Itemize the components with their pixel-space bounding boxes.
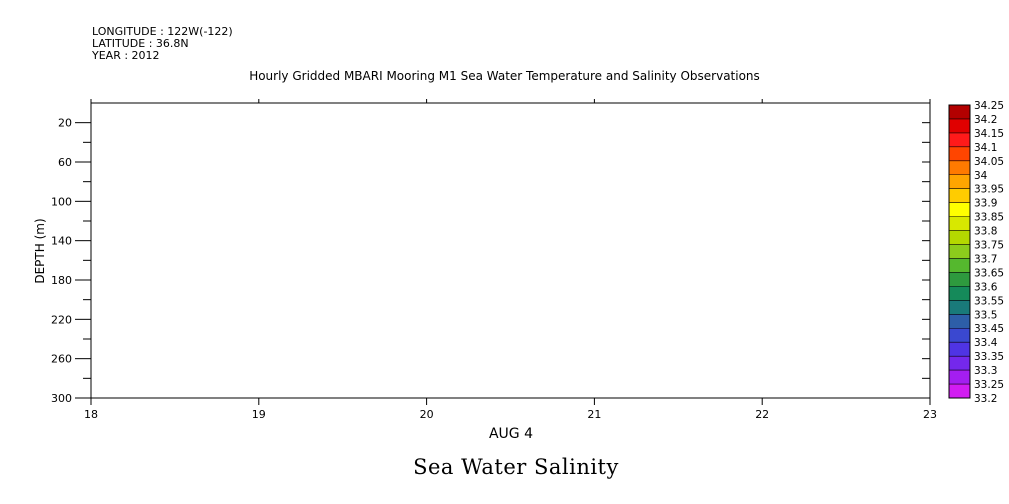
colorbar-band-19 — [949, 370, 970, 385]
colorbar-label-16: 33.45 — [974, 323, 1004, 335]
colorbar-label-8: 33.85 — [974, 212, 1004, 224]
colorbar-label-12: 33.65 — [974, 267, 1004, 279]
colorbar-band-17 — [949, 342, 970, 357]
year-label: YEAR : 2012 — [92, 49, 160, 62]
x-tick-label-4: 22 — [755, 408, 769, 421]
colorbar-label-6: 33.95 — [974, 184, 1004, 196]
y-tick-label-6: 260 — [51, 353, 72, 366]
colorbar-label-21: 33.2 — [974, 393, 997, 405]
y-axis-label: DEPTH (m) — [33, 218, 47, 283]
colorbar-label-17: 33.4 — [974, 337, 998, 349]
colorbar-label-2: 34.15 — [974, 128, 1004, 140]
colorbar-band-5 — [949, 174, 970, 190]
y-tick-label-2: 100 — [51, 195, 72, 208]
colorbar-band-11 — [949, 258, 970, 273]
colorbar-band-13 — [949, 286, 970, 301]
y-tick-label-3: 140 — [51, 235, 72, 248]
colorbar-label-15: 33.5 — [974, 309, 997, 321]
colorbar-label-20: 33.25 — [974, 379, 1004, 391]
colorbar-label-5: 34 — [974, 170, 988, 182]
colorbar-label-9: 33.8 — [974, 226, 997, 238]
colorbar-band-6 — [949, 188, 970, 204]
y-tick-label-1: 60 — [58, 156, 72, 169]
colorbar-band-3 — [949, 146, 970, 162]
chart-subtitle: Sea Water Salinity — [413, 455, 619, 479]
colorbar-band-14 — [949, 300, 970, 315]
colorbar-label-14: 33.55 — [974, 295, 1004, 307]
y-tick-label-5: 220 — [51, 313, 72, 326]
colorbar-band-12 — [949, 272, 970, 287]
colorbar-label-10: 33.75 — [974, 240, 1004, 252]
colorbar-label-18: 33.35 — [974, 351, 1004, 363]
colorbar-label-13: 33.6 — [974, 281, 998, 293]
y-tick-label-0: 20 — [58, 117, 72, 130]
colorbar-band-8 — [949, 216, 970, 231]
colorbar-band-4 — [949, 160, 970, 176]
colorbar-label-7: 33.9 — [974, 198, 997, 210]
colorbar: 34.25 34.2 34.15 34.1 34.05 34 33.95 33.9 33.85 3… — [948, 100, 1004, 405]
x-tick-label-1: 19 — [252, 408, 266, 421]
x-tick-label-3: 21 — [587, 408, 601, 421]
y-tick-label-4: 180 — [51, 274, 72, 287]
colorbar-band-18 — [949, 356, 970, 371]
x-axis-label: AUG 4 — [489, 426, 533, 442]
colorbar-label-19: 33.3 — [974, 365, 997, 377]
colorbar-label-4: 34.05 — [974, 156, 1004, 168]
latitude-label: LATITUDE : 36.8N — [92, 37, 189, 50]
colorbar-band-10 — [949, 244, 970, 259]
colorbar-band-15 — [949, 314, 970, 329]
colorbar-band-7 — [949, 202, 970, 218]
colorbar-band-0 — [949, 105, 970, 120]
x-tick-label-0: 18 — [84, 408, 98, 421]
colorbar-band-16 — [949, 328, 970, 343]
colorbar-band-1 — [949, 118, 970, 134]
colorbar-label-0: 34.25 — [974, 100, 1004, 112]
colorbar-label-11: 33.7 — [974, 253, 997, 265]
chart-title: Hourly Gridded MBARI Mooring M1 Sea Wate… — [249, 69, 760, 83]
plot-area — [90, 102, 931, 399]
x-tick-label-5: 23 — [923, 408, 937, 421]
colorbar-band-20 — [949, 384, 970, 399]
colorbar-band-9 — [949, 230, 970, 245]
colorbar-band-2 — [949, 132, 970, 148]
y-tick-label-7: 300 — [51, 392, 72, 405]
colorbar-label-1: 34.2 — [974, 114, 997, 126]
colorbar-label-3: 34.1 — [974, 142, 997, 154]
axis-ticks: 18 19 20 21 22 23 20 60 100 140 180 220 260 300 — [51, 99, 937, 421]
x-tick-label-2: 20 — [420, 408, 434, 421]
longitude-label: LONGITUDE : 122W(-122) — [92, 25, 233, 38]
